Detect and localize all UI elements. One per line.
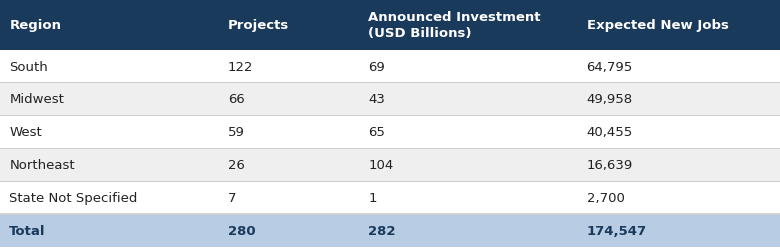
FancyBboxPatch shape [0, 83, 780, 116]
FancyBboxPatch shape [0, 181, 780, 214]
Text: 7: 7 [228, 191, 236, 204]
FancyBboxPatch shape [0, 50, 780, 83]
Text: 43: 43 [368, 93, 385, 106]
Text: 282: 282 [368, 224, 395, 237]
Text: 104: 104 [368, 159, 393, 172]
Text: Region: Region [9, 19, 62, 32]
Text: 65: 65 [368, 126, 385, 139]
FancyBboxPatch shape [0, 149, 780, 181]
FancyBboxPatch shape [0, 116, 780, 149]
Text: 280: 280 [228, 224, 255, 237]
Text: 174,547: 174,547 [587, 224, 647, 237]
Text: Northeast: Northeast [9, 159, 75, 172]
Text: 26: 26 [228, 159, 245, 172]
Text: 49,958: 49,958 [587, 93, 633, 106]
Text: 40,455: 40,455 [587, 126, 633, 139]
Text: Total: Total [9, 224, 46, 237]
Text: 1: 1 [368, 191, 377, 204]
FancyBboxPatch shape [0, 214, 780, 247]
Text: 66: 66 [228, 93, 244, 106]
FancyBboxPatch shape [0, 0, 780, 50]
Text: West: West [9, 126, 42, 139]
Text: Projects: Projects [228, 19, 289, 32]
Text: 69: 69 [368, 60, 385, 73]
Text: 64,795: 64,795 [587, 60, 633, 73]
Text: 2,700: 2,700 [587, 191, 625, 204]
Text: 122: 122 [228, 60, 254, 73]
Text: Expected New Jobs: Expected New Jobs [587, 19, 729, 32]
Text: 16,639: 16,639 [587, 159, 633, 172]
Text: Midwest: Midwest [9, 93, 64, 106]
Text: 59: 59 [228, 126, 245, 139]
Text: Announced Investment
(USD Billions): Announced Investment (USD Billions) [368, 11, 541, 40]
Text: South: South [9, 60, 48, 73]
Text: State Not Specified: State Not Specified [9, 191, 138, 204]
